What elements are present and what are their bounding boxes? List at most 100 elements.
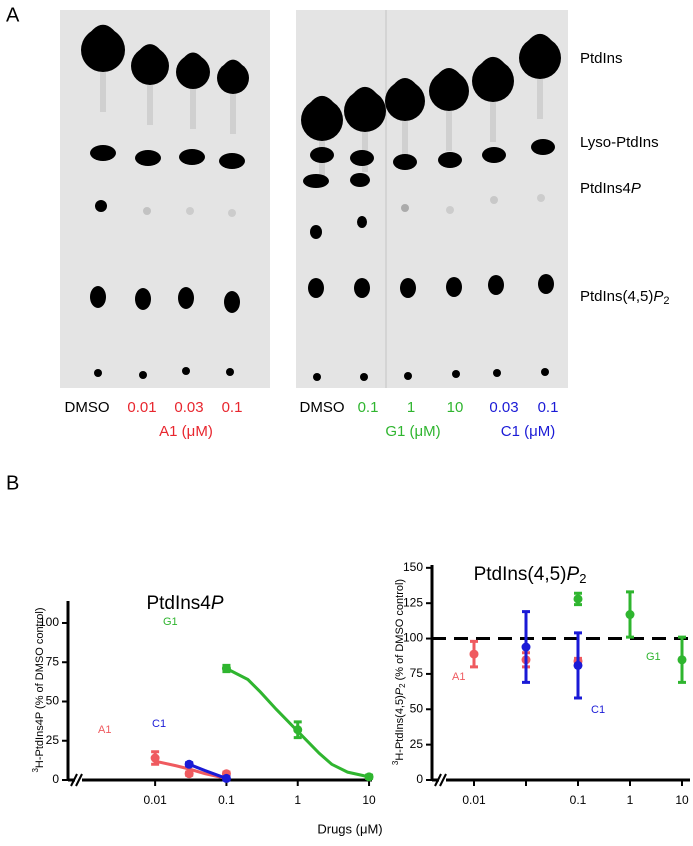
data-point bbox=[521, 642, 531, 652]
axis-break bbox=[75, 773, 83, 787]
tlc-spot bbox=[438, 152, 462, 168]
y-tick-label: 25 bbox=[46, 733, 60, 747]
y-tick-label: 0 bbox=[416, 772, 423, 786]
y-tick-label: 100 bbox=[403, 631, 423, 645]
tlc-spot bbox=[541, 368, 549, 376]
tlc-spot bbox=[90, 145, 116, 161]
title-part: PtdIns4 bbox=[146, 593, 211, 614]
tlc-spot bbox=[387, 78, 423, 95]
axis-break bbox=[439, 773, 447, 787]
lane-label: DMSO bbox=[65, 399, 110, 416]
panel-label: A bbox=[6, 4, 20, 26]
lane-label: 0.03 bbox=[489, 399, 518, 416]
tlc-streak bbox=[402, 121, 408, 161]
y-axis-label: 3H-PtdIns4P (% of DMSO control) bbox=[31, 607, 46, 772]
band-label-part: P bbox=[631, 180, 641, 197]
tlc-spot bbox=[350, 173, 370, 187]
label-part: 3 bbox=[31, 768, 40, 773]
y-tick-label: 50 bbox=[46, 694, 60, 708]
x-tick-label: 0.1 bbox=[570, 793, 587, 807]
data-point bbox=[573, 660, 583, 670]
series-label: A1 bbox=[98, 724, 111, 736]
x-tick-label: 1 bbox=[294, 793, 301, 807]
fit-curve bbox=[154, 759, 227, 780]
tlc-spot bbox=[488, 275, 504, 295]
x-tick-label: 1 bbox=[627, 793, 634, 807]
label-part: H-PtdIns(4,5) bbox=[394, 695, 406, 760]
tlc-spot bbox=[135, 288, 151, 310]
tlc-spot bbox=[139, 371, 147, 379]
tlc-spot bbox=[303, 174, 329, 188]
y-tick-label: 25 bbox=[410, 737, 424, 751]
x-tick-label: 10 bbox=[362, 793, 376, 807]
axis-break bbox=[434, 773, 442, 787]
tlc-spot bbox=[219, 153, 245, 169]
tlc-spot bbox=[537, 194, 545, 202]
data-point bbox=[293, 725, 303, 735]
data-point bbox=[221, 664, 231, 674]
tlc-spot bbox=[354, 278, 370, 298]
y-axis-label: 3H-PtdIns(4,5)P2 (% of DMSO control) bbox=[391, 579, 407, 765]
y-tick-label: 150 bbox=[403, 560, 423, 574]
tlc-spot bbox=[132, 44, 168, 61]
data-point bbox=[573, 594, 583, 604]
band-label: PtdIns4P bbox=[580, 180, 641, 197]
tlc-streak bbox=[100, 72, 106, 112]
tlc-spot bbox=[313, 373, 321, 381]
x-tick-label: 0.1 bbox=[218, 793, 235, 807]
tlc-spot bbox=[308, 278, 324, 298]
data-point bbox=[677, 655, 687, 665]
label-part: H-PtdIns4P (% of DMSO control) bbox=[34, 607, 46, 768]
x-tick-label: 0.01 bbox=[143, 793, 167, 807]
label-part: 3 bbox=[391, 760, 400, 765]
band-label-part: PtdIns(4,5) bbox=[580, 288, 653, 305]
tlc-spot bbox=[346, 86, 384, 105]
tlc-streak bbox=[490, 102, 496, 142]
x-axis-label: Drugs (μM) bbox=[317, 821, 382, 836]
y-tick-label: 125 bbox=[403, 595, 423, 609]
y-tick-label: 75 bbox=[410, 666, 424, 680]
series-label: G1 bbox=[163, 616, 178, 628]
tlc-streak bbox=[190, 89, 196, 129]
band-label-part: 2 bbox=[663, 295, 669, 307]
band-label-part: P bbox=[653, 288, 663, 305]
label-part: 2 bbox=[398, 683, 407, 688]
y-tick-label: 0 bbox=[52, 772, 59, 786]
tlc-streak bbox=[147, 85, 153, 125]
tlc-spot bbox=[83, 24, 123, 44]
title-part: P bbox=[567, 564, 580, 585]
tlc-spot bbox=[474, 56, 512, 75]
series-label: C1 bbox=[152, 718, 166, 730]
lane-label: 1 bbox=[407, 399, 415, 416]
data-point bbox=[184, 769, 194, 779]
fit-curve bbox=[188, 762, 227, 780]
tlc-spot bbox=[90, 286, 106, 308]
tlc-plate bbox=[296, 10, 568, 388]
group-label: G1 (μM) bbox=[385, 423, 440, 440]
tlc-spot bbox=[538, 274, 554, 294]
series-label: G1 bbox=[646, 651, 661, 663]
axis-break bbox=[70, 773, 78, 787]
tlc-spot bbox=[310, 147, 334, 163]
tlc-streak bbox=[230, 94, 236, 134]
tlc-spot bbox=[179, 149, 205, 165]
band-label-part: PtdIns4 bbox=[580, 180, 631, 197]
tlc-spot bbox=[224, 291, 240, 313]
chart-title: PtdIns4P bbox=[146, 593, 223, 614]
lane-label: 10 bbox=[447, 399, 464, 416]
chart-title: PtdIns(4,5)P2 bbox=[474, 564, 587, 586]
tlc-spot bbox=[95, 200, 107, 212]
series-label: C1 bbox=[591, 704, 605, 716]
tlc-spot bbox=[404, 372, 412, 380]
tlc-spot bbox=[493, 369, 501, 377]
tlc-spot bbox=[350, 150, 374, 166]
group-label: C1 (μM) bbox=[501, 423, 555, 440]
tlc-spot bbox=[226, 368, 234, 376]
band-label-part: Lyso-PtdIns bbox=[580, 134, 659, 151]
tlc-spot bbox=[178, 287, 194, 309]
band-label: PtdIns(4,5)P2 bbox=[580, 288, 670, 307]
lane-label: 0.1 bbox=[222, 399, 243, 416]
tlc-spot bbox=[143, 207, 151, 215]
tlc-spot bbox=[531, 139, 555, 155]
title-part: P bbox=[211, 593, 224, 614]
